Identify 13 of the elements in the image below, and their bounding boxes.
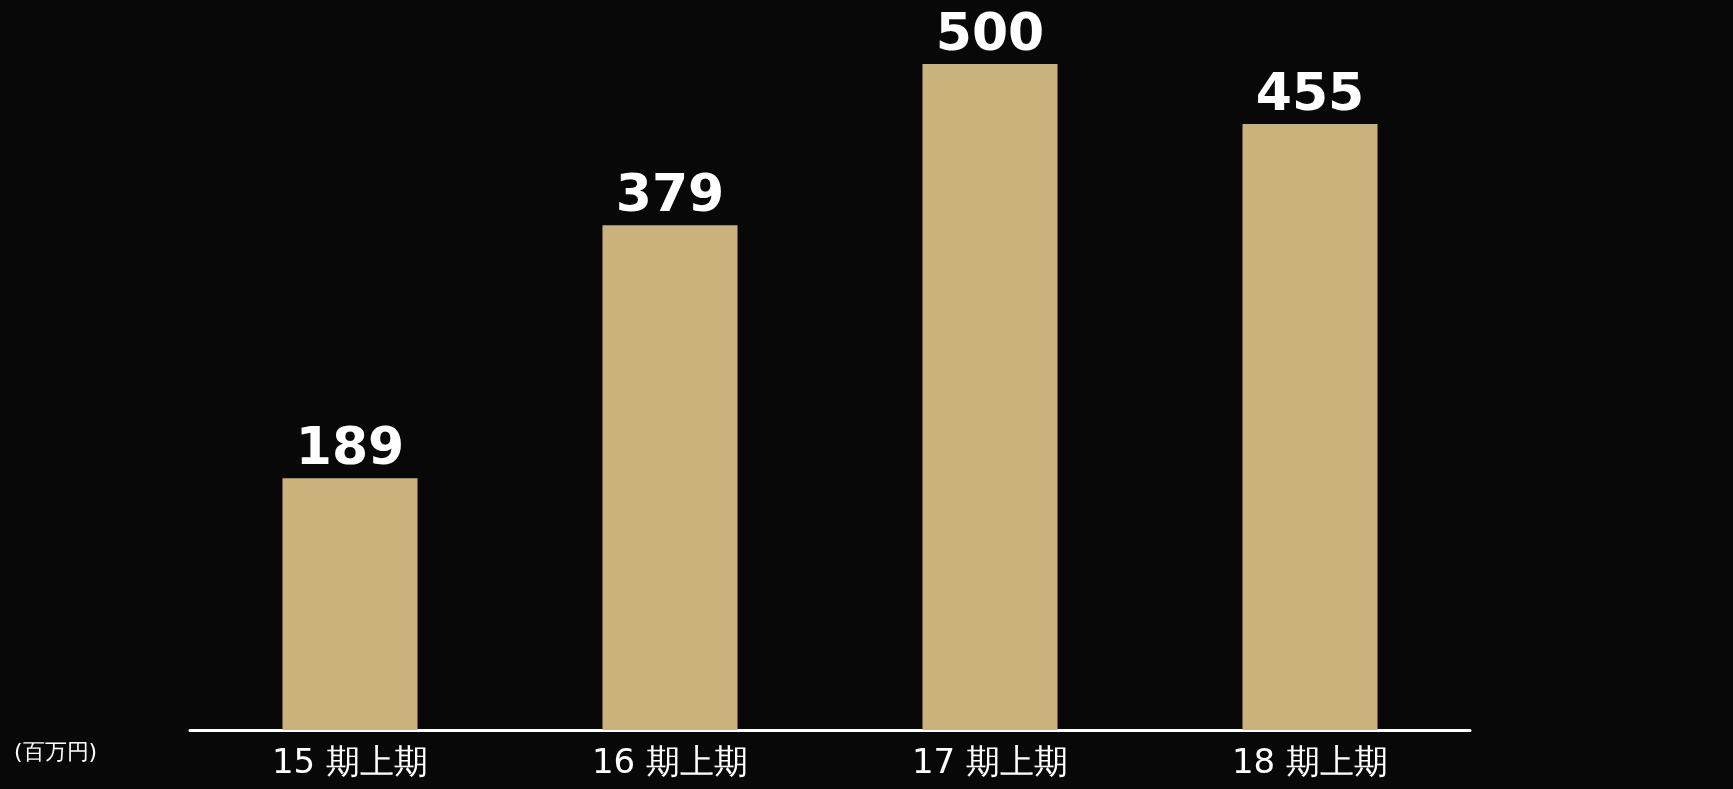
data-label: 500 <box>935 2 1045 62</box>
bar <box>1242 123 1378 730</box>
data-label: 455 <box>1255 61 1365 122</box>
x-tick-label: 17 期上期 <box>911 741 1069 781</box>
x-tick-label: 15 期上期 <box>271 741 429 781</box>
x-tick-label: 16 期上期 <box>591 741 749 781</box>
data-label: 379 <box>615 163 725 224</box>
bar <box>922 64 1058 730</box>
bar <box>602 225 738 730</box>
x-tick-label: 18 期上期 <box>1231 741 1389 781</box>
data-label: 189 <box>295 416 405 477</box>
bar <box>282 478 418 730</box>
y-axis-title: (百万円) <box>14 738 98 764</box>
